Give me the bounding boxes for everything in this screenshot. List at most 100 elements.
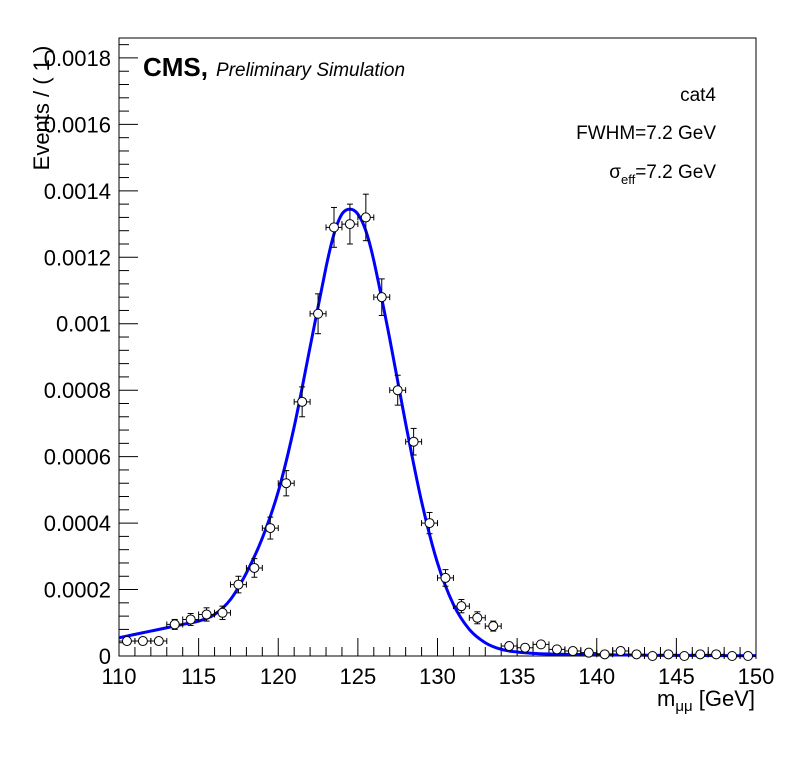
data-marker bbox=[313, 308, 324, 319]
data-point bbox=[405, 427, 423, 456]
data-point bbox=[421, 511, 438, 535]
data-point bbox=[293, 386, 311, 418]
y-tick-label: 0.0002 bbox=[44, 578, 111, 603]
fit-curve-layer bbox=[118, 207, 757, 658]
data-marker bbox=[169, 619, 180, 630]
data-marker bbox=[583, 647, 594, 658]
fit-curve bbox=[118, 207, 757, 658]
data-point bbox=[532, 639, 550, 650]
category-label: cat4 bbox=[680, 85, 716, 106]
data-marker bbox=[424, 518, 435, 529]
cms-logo-text: CMS bbox=[143, 52, 201, 82]
data-marker bbox=[647, 651, 658, 661]
x-axis-title-main: m bbox=[657, 686, 675, 711]
data-marker bbox=[536, 639, 547, 650]
data-marker bbox=[281, 478, 292, 489]
data-marker bbox=[121, 636, 132, 647]
data-point bbox=[309, 293, 327, 335]
x-tick-label: 115 bbox=[181, 664, 216, 689]
data-marker bbox=[711, 649, 722, 660]
y-tick-label: 0.0016 bbox=[44, 112, 111, 137]
data-point bbox=[500, 641, 518, 652]
data-marker bbox=[185, 614, 196, 625]
data-marker bbox=[233, 579, 244, 590]
data-marker bbox=[217, 607, 228, 618]
data-point bbox=[739, 651, 757, 661]
data-point bbox=[245, 558, 263, 578]
data-marker bbox=[567, 646, 578, 657]
data-points-layer bbox=[118, 193, 757, 661]
data-point bbox=[261, 516, 279, 540]
data-marker bbox=[679, 651, 690, 661]
data-point bbox=[437, 569, 454, 587]
data-point bbox=[516, 642, 534, 653]
data-point bbox=[325, 206, 343, 248]
data-point bbox=[707, 649, 725, 660]
data-marker bbox=[504, 641, 515, 652]
data-marker bbox=[376, 292, 387, 303]
data-marker bbox=[137, 636, 148, 647]
preliminary-label: Preliminary Simulation bbox=[216, 60, 405, 81]
y-tick-label: 0 bbox=[99, 644, 111, 669]
data-marker bbox=[153, 636, 164, 647]
sigma-value: =7.2 GeV bbox=[635, 162, 716, 183]
y-tick-label: 0.001 bbox=[56, 312, 111, 337]
x-tick-label: 140 bbox=[578, 664, 615, 689]
data-point bbox=[628, 649, 646, 660]
sigma-subscript: eff bbox=[621, 172, 636, 187]
data-point bbox=[214, 605, 231, 620]
cms-label: CMS, Preliminary Simulation bbox=[143, 52, 405, 82]
data-point bbox=[341, 203, 359, 245]
data-point bbox=[723, 651, 741, 661]
data-point bbox=[675, 651, 693, 661]
data-point bbox=[357, 193, 375, 242]
data-marker bbox=[344, 219, 355, 230]
x-tick-label: 135 bbox=[499, 664, 536, 689]
x-tick-label: 120 bbox=[260, 664, 297, 689]
data-point bbox=[484, 620, 502, 632]
x-tick-label: 110 bbox=[101, 664, 136, 689]
data-marker bbox=[695, 649, 706, 660]
data-point bbox=[596, 649, 614, 660]
data-marker bbox=[663, 649, 674, 660]
data-point bbox=[580, 647, 598, 658]
data-point bbox=[564, 646, 582, 657]
data-marker bbox=[488, 621, 499, 632]
data-point bbox=[644, 651, 661, 661]
fwhm-label: FWHM=7.2 GeV bbox=[576, 123, 716, 144]
data-marker bbox=[328, 222, 339, 233]
y-tick-label: 0.0008 bbox=[44, 378, 111, 403]
data-marker bbox=[727, 651, 738, 661]
y-tick-label: 0.0018 bbox=[44, 46, 111, 71]
tick-labels: 110 115 120 125 130 135 140 145 150 0 0.0002 0.0004… bbox=[44, 46, 775, 689]
y-tick-label: 0.0004 bbox=[44, 511, 111, 536]
data-marker bbox=[631, 649, 642, 660]
cms-comma: , bbox=[201, 52, 208, 82]
data-marker bbox=[599, 649, 610, 660]
data-point bbox=[229, 575, 247, 594]
y-tick-label: 0.0014 bbox=[44, 179, 111, 204]
x-tick-label: 145 bbox=[658, 664, 695, 689]
data-point bbox=[166, 618, 184, 630]
data-point bbox=[134, 636, 152, 647]
data-point bbox=[468, 611, 486, 625]
x-tick-label: 130 bbox=[419, 664, 456, 689]
data-marker bbox=[456, 601, 467, 612]
y-tick-label: 0.0006 bbox=[44, 445, 111, 470]
data-point bbox=[659, 649, 677, 660]
sigma-eff-label: σeff=7.2 GeV bbox=[609, 162, 716, 187]
data-point bbox=[373, 278, 391, 316]
sigma-symbol: σ bbox=[609, 162, 621, 183]
data-point bbox=[150, 636, 168, 647]
x-axis-title-unit: [GeV] bbox=[693, 686, 755, 711]
data-marker bbox=[201, 609, 212, 620]
y-tick-label: 0.0012 bbox=[44, 245, 111, 270]
data-marker bbox=[440, 572, 451, 583]
data-marker bbox=[551, 644, 562, 655]
data-marker bbox=[615, 646, 626, 657]
data-marker bbox=[520, 642, 531, 653]
data-point bbox=[452, 599, 470, 614]
data-point bbox=[612, 646, 630, 657]
x-tick-label: 125 bbox=[340, 664, 377, 689]
